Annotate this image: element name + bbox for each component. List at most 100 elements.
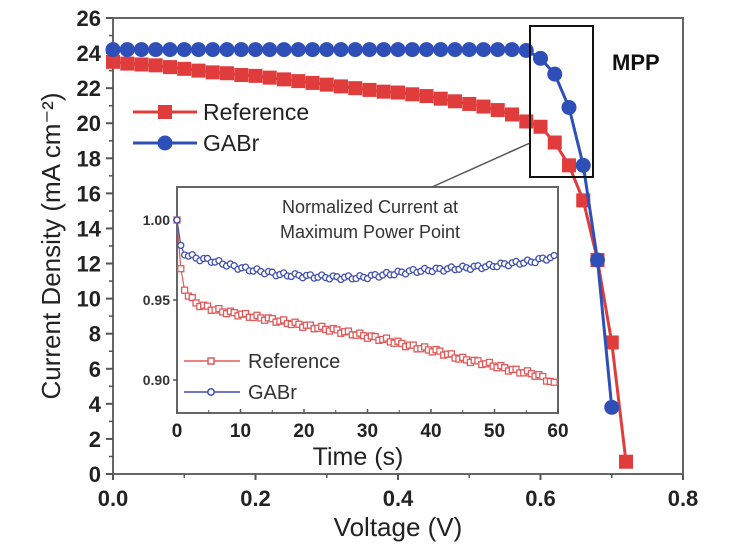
inset-point-reference xyxy=(436,347,444,355)
data-point-gabr xyxy=(276,42,292,58)
inset-point-reference xyxy=(241,309,250,318)
data-point-gabr xyxy=(191,42,206,58)
data-point-gabr xyxy=(376,42,392,58)
mpp-annotation: MPP xyxy=(612,50,660,75)
legend-label-gabr: GABr xyxy=(203,130,260,156)
y-tick-label: 12 xyxy=(77,252,101,277)
data-point-reference xyxy=(419,89,434,104)
y-tick-label: 26 xyxy=(77,6,101,31)
data-point-gabr xyxy=(205,42,221,58)
data-point-gabr xyxy=(404,42,420,58)
inset-point-gabr xyxy=(177,241,185,250)
data-point-reference xyxy=(163,60,177,75)
inset-x-tick-label: 20 xyxy=(293,421,314,442)
data-point-reference xyxy=(562,158,576,173)
data-point-gabr xyxy=(333,42,349,58)
data-point-gabr xyxy=(319,42,335,58)
data-point-reference xyxy=(191,63,206,78)
data-point-gabr xyxy=(561,99,577,115)
data-point-gabr xyxy=(105,42,121,58)
y-tick-label: 14 xyxy=(77,216,102,241)
data-point-gabr xyxy=(290,42,306,58)
inset-legend-marker-gabr xyxy=(207,388,215,396)
inset-x-axis-title: Time (s) xyxy=(313,443,404,471)
y-axis-title: Current Density (mA cm⁻²) xyxy=(36,93,66,400)
inset-point-reference xyxy=(177,265,185,273)
data-point-reference xyxy=(519,114,534,129)
inset-x-tick-label: 40 xyxy=(420,421,441,442)
data-point-gabr xyxy=(362,42,377,58)
inset-point-reference xyxy=(539,372,547,381)
data-point-gabr xyxy=(447,42,463,58)
inset-title-line-2: Maximum Power Point xyxy=(280,222,460,242)
data-point-reference xyxy=(305,75,320,90)
inset-point-gabr xyxy=(550,251,558,260)
data-point-reference xyxy=(319,77,334,92)
y-tick-label: 8 xyxy=(89,322,101,347)
inset-series-group xyxy=(173,216,558,386)
inset-point-reference xyxy=(371,332,379,341)
y-tick-label: 20 xyxy=(77,111,101,136)
data-point-gabr xyxy=(604,399,620,415)
inset-point-reference xyxy=(180,286,189,294)
data-point-gabr xyxy=(347,42,363,58)
inset-legend-label-reference: Reference xyxy=(248,351,340,373)
data-point-reference xyxy=(334,79,348,94)
inset-y-tick-label: 0.95 xyxy=(143,292,170,308)
data-point-gabr xyxy=(248,42,263,58)
data-point-gabr xyxy=(575,157,591,173)
data-point-reference xyxy=(148,58,163,73)
data-point-reference xyxy=(619,454,633,469)
data-point-reference xyxy=(405,87,420,102)
inset-point-reference xyxy=(188,293,196,302)
data-point-reference xyxy=(433,91,448,106)
y-tick-label: 6 xyxy=(89,357,101,382)
data-point-reference xyxy=(106,54,120,69)
data-point-gabr xyxy=(148,42,164,58)
data-point-gabr xyxy=(233,42,249,58)
inset-axis-ticks: 0.90 0.95 1.00 0 10 20 30 40 50 60 xyxy=(143,212,569,442)
inset-legend: Reference GABr xyxy=(184,351,340,404)
data-point-gabr xyxy=(476,42,491,58)
inset-point-reference xyxy=(550,378,558,386)
data-point-gabr xyxy=(219,42,235,58)
x-tick-label: 0.2 xyxy=(240,486,271,511)
data-point-reference xyxy=(505,107,519,122)
data-point-reference xyxy=(448,94,462,109)
data-point-gabr xyxy=(461,42,477,58)
legend-marker-gabr xyxy=(157,135,173,151)
inset-plot-border xyxy=(176,186,559,414)
y-tick-label: 10 xyxy=(77,287,101,312)
legend-marker-reference xyxy=(158,105,172,119)
inset-point-reference xyxy=(447,350,455,358)
inset-point-reference xyxy=(203,302,212,310)
inset-x-tick-label: 30 xyxy=(357,421,378,442)
data-point-gabr xyxy=(162,42,178,58)
inset-x-tick-label: 60 xyxy=(547,421,568,442)
inset-point-reference xyxy=(485,358,494,367)
mpp-highlight-box xyxy=(529,25,594,178)
x-axis-title: Voltage (V) xyxy=(334,512,463,542)
data-point-reference xyxy=(533,119,548,134)
y-tick-label: 16 xyxy=(77,181,101,206)
data-point-reference xyxy=(362,82,377,97)
inset-x-tick-label: 10 xyxy=(230,421,251,442)
data-point-gabr xyxy=(533,50,548,66)
data-point-gabr xyxy=(134,42,149,58)
main-legend: Reference GABr xyxy=(133,99,309,156)
data-point-gabr xyxy=(119,42,135,58)
inset-legend-marker-reference xyxy=(207,357,215,365)
y-tick-label: 0 xyxy=(89,462,101,487)
data-point-gabr xyxy=(176,42,192,58)
data-point-reference xyxy=(177,61,192,76)
data-point-reference xyxy=(262,70,277,85)
data-point-gabr xyxy=(433,42,449,58)
x-tick-label: 0.8 xyxy=(668,486,699,511)
data-point-reference xyxy=(604,335,619,350)
data-point-reference xyxy=(220,66,234,81)
legend-label-reference: Reference xyxy=(203,99,309,125)
mpp-connector-line xyxy=(431,142,531,188)
inset-title-line-1: Normalized Current at xyxy=(282,197,458,217)
